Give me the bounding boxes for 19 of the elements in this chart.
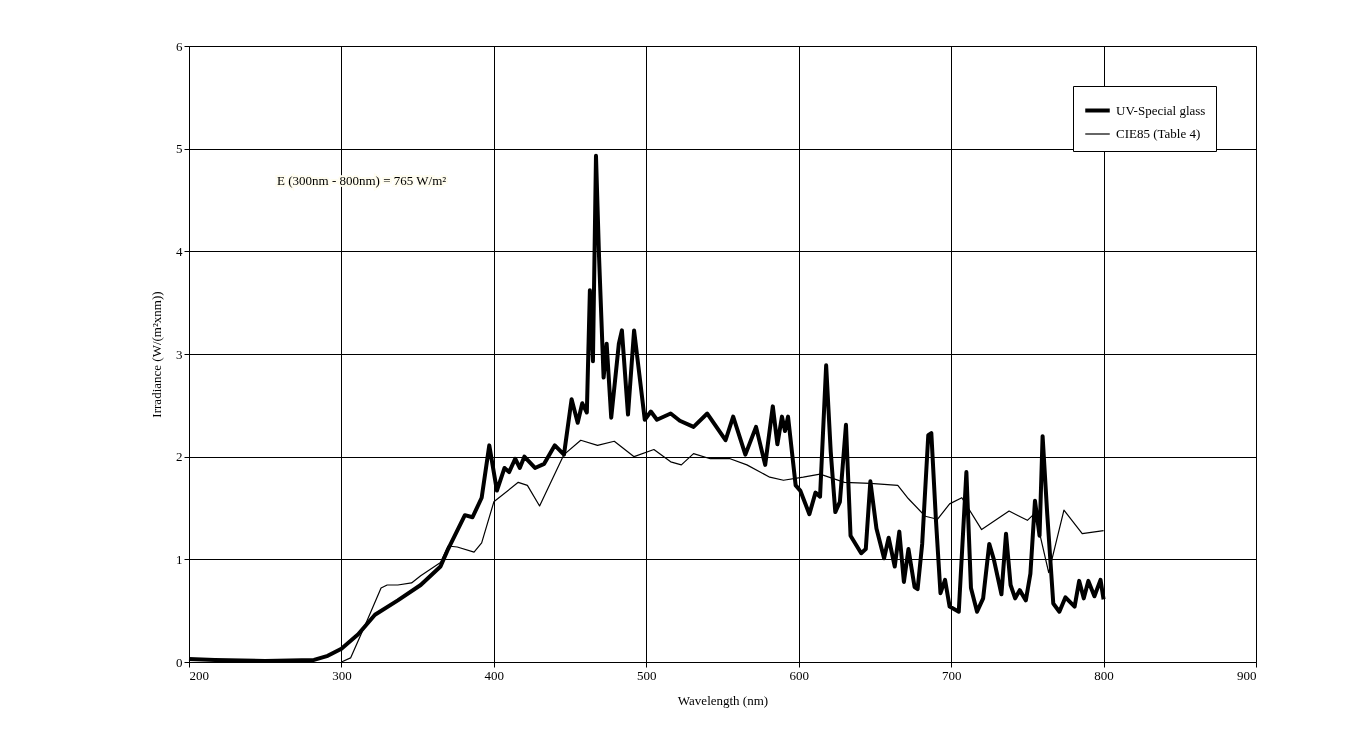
x-tick-label: 800 (1094, 667, 1114, 683)
x-tick-label: 300 (332, 667, 352, 683)
x-tick-label: 600 (789, 667, 809, 683)
x-tick-label: 200 (189, 667, 209, 683)
y-tick-label: 0 (176, 654, 183, 670)
y-tick-label: 3 (176, 346, 183, 362)
legend-label: UV-Special glass (1116, 102, 1206, 118)
y-tick-label: 6 (176, 38, 183, 54)
x-tick-label: 500 (637, 667, 657, 683)
legend-label: CIE85 (Table 4) (1116, 126, 1201, 141)
x-tick-label: 900 (1237, 667, 1257, 683)
y-tick-label: 5 (176, 141, 183, 157)
x-tick-label: 700 (941, 667, 962, 683)
x-axis-title: Wavelength (nm) (677, 692, 769, 708)
x-tick-label: 400 (484, 667, 505, 683)
y-axis-title: Irradiance (W/(m²xnm)) (149, 291, 164, 418)
y-tick-label: 1 (176, 551, 183, 567)
y-tick-label: 2 (176, 449, 183, 465)
y-tick-label: 4 (176, 243, 183, 259)
